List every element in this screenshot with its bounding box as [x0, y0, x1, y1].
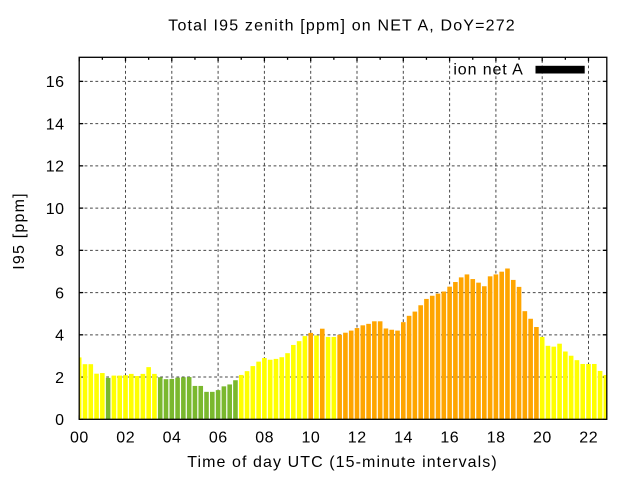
svg-text:12: 12	[348, 429, 367, 446]
svg-text:12: 12	[46, 159, 65, 176]
svg-text:18: 18	[487, 429, 506, 446]
svg-text:22: 22	[579, 429, 598, 446]
svg-text:04: 04	[163, 429, 182, 446]
svg-text:20: 20	[533, 429, 552, 446]
svg-text:I95 [ppm]: I95 [ppm]	[11, 192, 28, 270]
svg-text:06: 06	[209, 429, 228, 446]
svg-text:Total I95 zenith [ppm] on NET: Total I95 zenith [ppm] on NET A, DoY=272	[168, 17, 516, 34]
svg-text:0: 0	[55, 412, 64, 429]
svg-text:16: 16	[440, 429, 459, 446]
svg-text:4: 4	[55, 328, 64, 345]
svg-text:6: 6	[55, 285, 64, 302]
svg-text:2: 2	[55, 370, 64, 387]
svg-text:8: 8	[55, 243, 64, 260]
svg-text:16: 16	[46, 74, 65, 91]
svg-text:14: 14	[394, 429, 413, 446]
svg-text:Time of day UTC (15-minute int: Time of day UTC (15-minute intervals)	[187, 454, 498, 471]
svg-text:14: 14	[46, 116, 65, 133]
svg-text:00: 00	[70, 429, 89, 446]
svg-text:02: 02	[116, 429, 135, 446]
svg-text:ion net A: ion net A	[453, 62, 523, 79]
svg-text:08: 08	[255, 429, 274, 446]
svg-text:10: 10	[46, 201, 65, 218]
svg-text:10: 10	[302, 429, 321, 446]
